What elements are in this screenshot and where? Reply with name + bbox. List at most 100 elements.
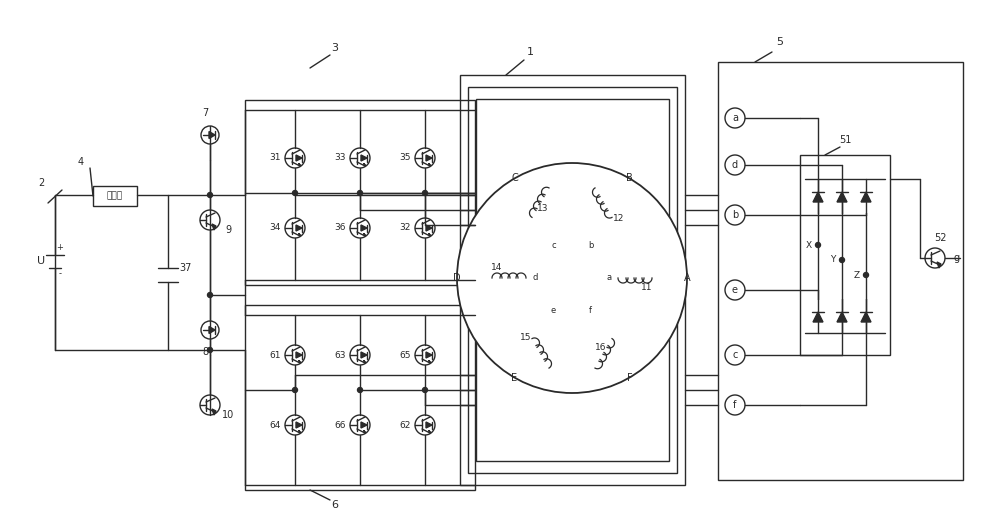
Text: e: e: [732, 285, 738, 295]
Text: 32: 32: [400, 223, 411, 232]
Polygon shape: [429, 360, 431, 363]
Circle shape: [816, 242, 820, 248]
Text: 3: 3: [332, 43, 338, 53]
Bar: [800, 155, 890, 355]
Text: 6: 6: [332, 500, 338, 510]
Polygon shape: [296, 155, 302, 161]
Text: F: F: [627, 373, 632, 383]
Text: f: f: [589, 306, 592, 315]
Polygon shape: [426, 352, 432, 358]
Polygon shape: [296, 225, 302, 231]
Polygon shape: [429, 233, 431, 236]
Polygon shape: [361, 422, 367, 428]
Circle shape: [725, 205, 745, 225]
Text: a: a: [606, 274, 612, 282]
Circle shape: [200, 210, 220, 230]
Text: D: D: [453, 273, 461, 283]
Text: c: c: [551, 241, 556, 250]
Bar: [718, 62, 963, 480]
Text: b: b: [588, 241, 593, 250]
Circle shape: [208, 347, 212, 353]
Polygon shape: [296, 422, 302, 428]
Circle shape: [725, 108, 745, 128]
Bar: [476, 99, 669, 461]
Circle shape: [422, 387, 428, 393]
Bar: [245, 305, 475, 490]
Text: d: d: [532, 274, 538, 282]
Circle shape: [415, 148, 435, 168]
Polygon shape: [361, 155, 367, 161]
Circle shape: [350, 218, 370, 238]
Text: 11: 11: [641, 284, 653, 292]
Polygon shape: [861, 312, 871, 322]
Polygon shape: [212, 409, 216, 415]
Bar: [245, 100, 475, 285]
Text: 9: 9: [225, 225, 231, 235]
Text: +: +: [57, 243, 63, 252]
Polygon shape: [299, 431, 301, 433]
Circle shape: [208, 292, 212, 298]
Circle shape: [422, 190, 428, 196]
Circle shape: [725, 155, 745, 175]
Polygon shape: [209, 132, 215, 139]
Text: 13: 13: [537, 203, 549, 212]
Text: B: B: [626, 173, 633, 183]
Text: d: d: [732, 160, 738, 170]
Text: 65: 65: [400, 350, 411, 359]
Polygon shape: [364, 431, 366, 433]
Text: 34: 34: [270, 223, 281, 232]
Circle shape: [864, 272, 868, 278]
Circle shape: [358, 387, 362, 393]
Text: c: c: [732, 350, 738, 360]
Text: 66: 66: [334, 421, 346, 430]
Circle shape: [840, 258, 844, 262]
Text: 62: 62: [400, 421, 411, 430]
Polygon shape: [429, 163, 431, 166]
Text: 63: 63: [334, 350, 346, 359]
Text: -: -: [58, 269, 62, 278]
Text: 35: 35: [400, 153, 411, 162]
Circle shape: [208, 192, 212, 198]
Circle shape: [292, 387, 298, 393]
Text: C: C: [511, 173, 518, 183]
Bar: [468, 87, 677, 473]
Text: 12: 12: [612, 213, 624, 222]
Text: 2: 2: [38, 178, 44, 188]
Text: 预充电: 预充电: [107, 191, 123, 200]
Polygon shape: [837, 312, 847, 322]
Polygon shape: [364, 360, 366, 363]
Text: 14: 14: [491, 264, 503, 272]
Text: 1: 1: [526, 47, 534, 57]
Text: 52: 52: [934, 233, 946, 243]
Text: 37: 37: [180, 263, 192, 273]
Circle shape: [415, 345, 435, 365]
Polygon shape: [813, 192, 823, 202]
Text: E: E: [511, 373, 518, 383]
Text: f: f: [733, 400, 737, 410]
Circle shape: [285, 415, 305, 435]
Circle shape: [350, 345, 370, 365]
Text: 31: 31: [270, 153, 281, 162]
Circle shape: [925, 248, 945, 268]
Text: U: U: [37, 256, 45, 266]
Circle shape: [201, 126, 219, 144]
Text: b: b: [732, 210, 738, 220]
Circle shape: [725, 280, 745, 300]
Text: 7: 7: [202, 108, 208, 118]
Text: 51: 51: [839, 135, 851, 145]
Text: Y: Y: [830, 256, 836, 265]
Polygon shape: [299, 233, 301, 236]
Text: 8: 8: [202, 347, 208, 357]
Text: 15: 15: [520, 334, 532, 343]
Circle shape: [200, 395, 220, 415]
Text: 10: 10: [222, 410, 234, 420]
Text: a: a: [732, 113, 738, 123]
Polygon shape: [299, 360, 301, 363]
Text: 4: 4: [78, 157, 84, 167]
Text: 36: 36: [334, 223, 346, 232]
Text: 5: 5: [776, 37, 784, 47]
Polygon shape: [429, 431, 431, 433]
Polygon shape: [837, 192, 847, 202]
Bar: [93, 186, 137, 206]
Circle shape: [292, 190, 298, 196]
